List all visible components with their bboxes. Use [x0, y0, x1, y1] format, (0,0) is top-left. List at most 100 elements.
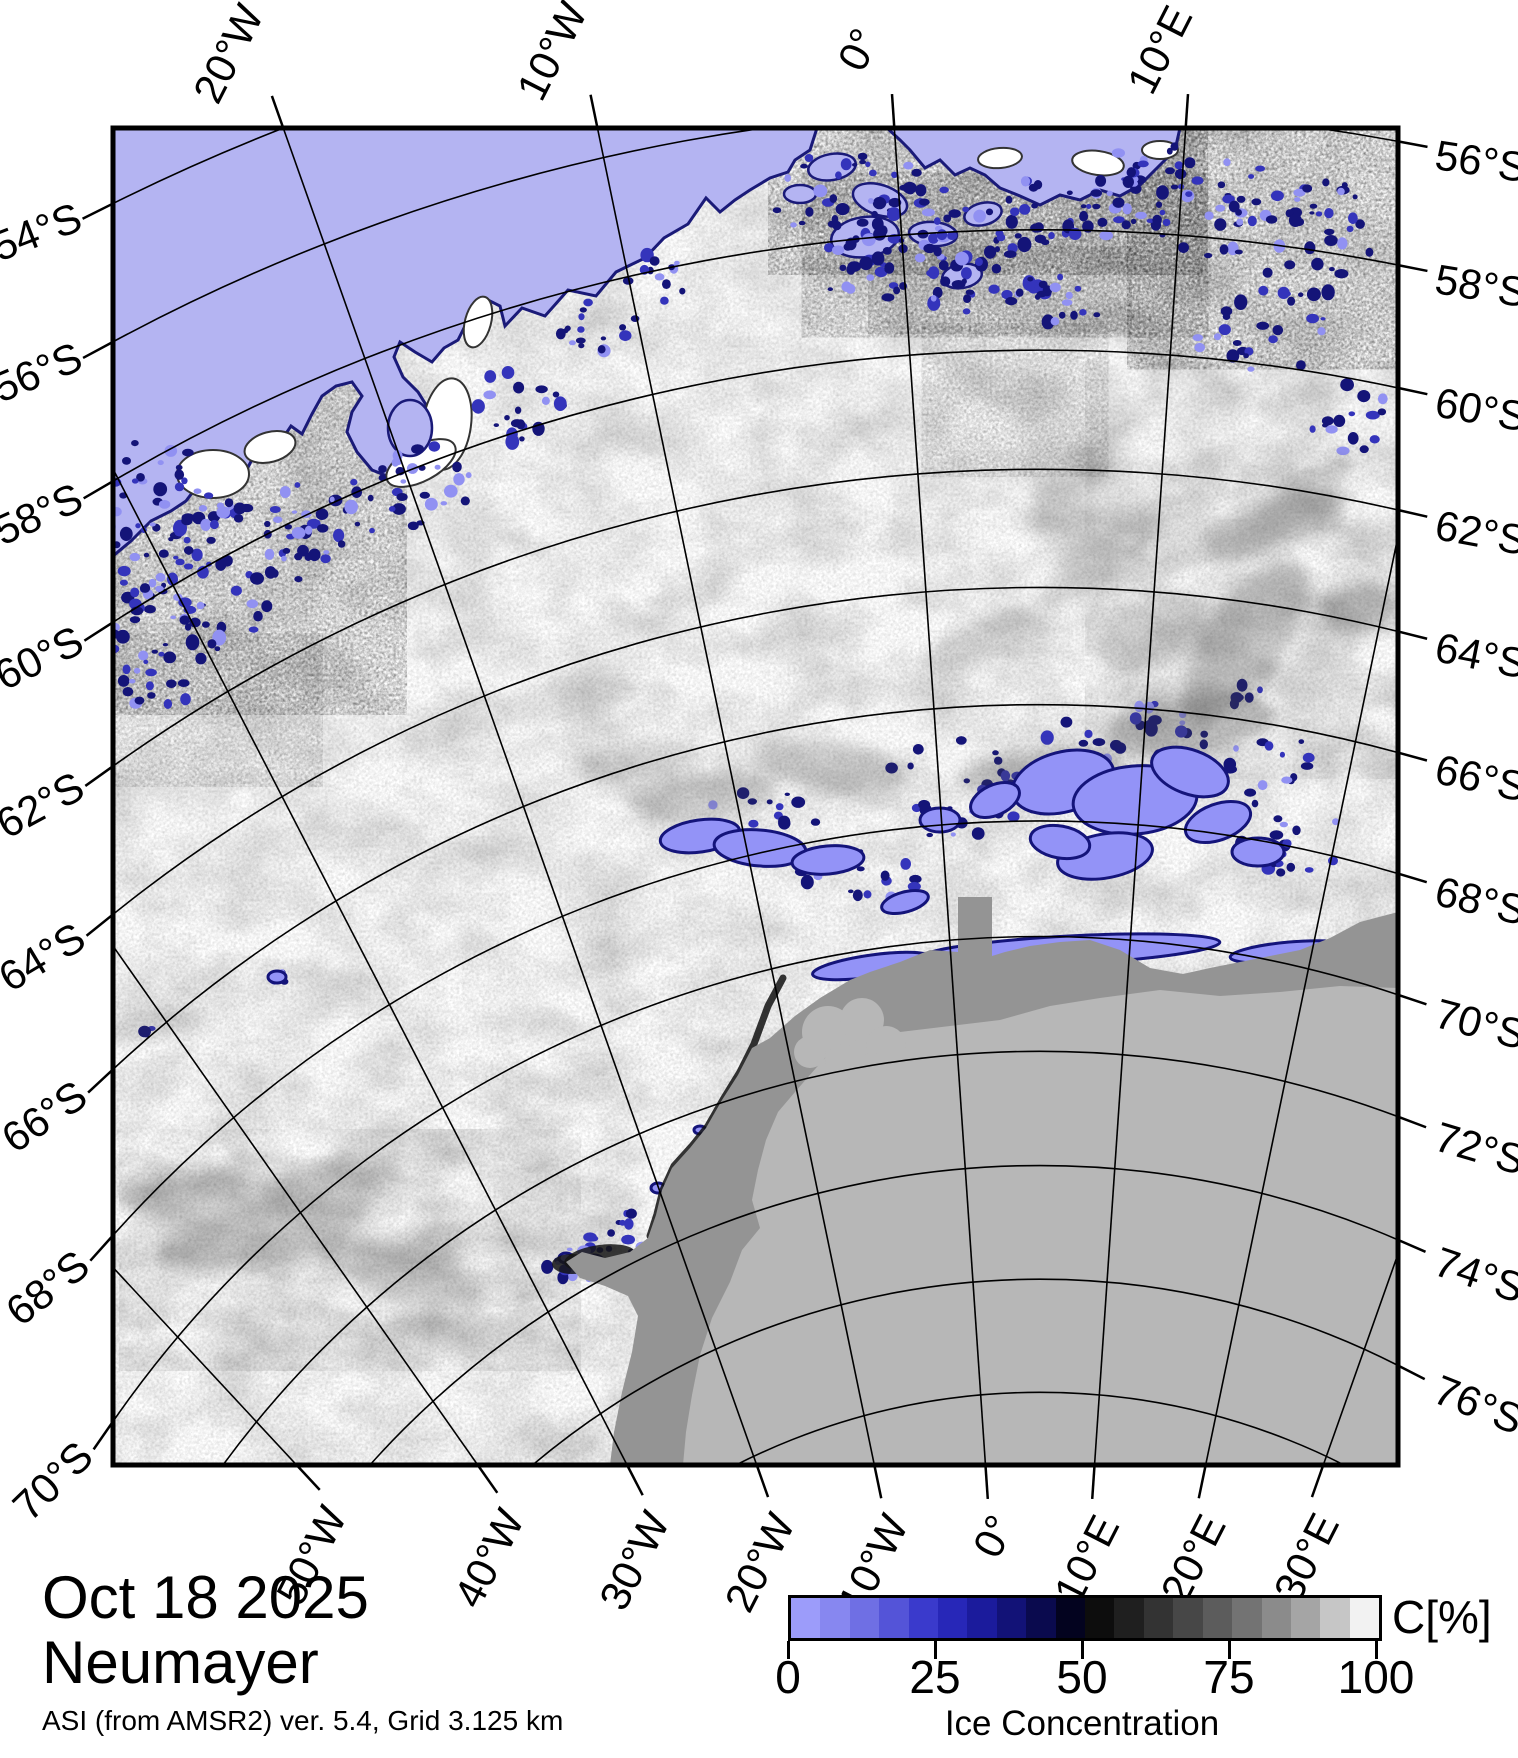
miz-dot	[1028, 183, 1039, 192]
miz-dot	[174, 482, 185, 492]
miz-dot	[233, 514, 244, 523]
miz-dot	[784, 174, 791, 182]
miz-dot	[131, 478, 139, 484]
miz-dot	[465, 472, 472, 479]
lat-tick-left	[82, 340, 114, 360]
miz-dot	[829, 194, 838, 203]
miz-dot	[1236, 195, 1246, 203]
miz-dot	[624, 1218, 634, 1230]
miz-dot	[158, 651, 165, 657]
lat-label-left: 54°S	[0, 193, 88, 270]
miz-dot	[939, 186, 949, 194]
miz-dot	[1284, 260, 1296, 270]
miz-dot	[1015, 288, 1024, 297]
miz-dot	[1080, 204, 1087, 209]
miz-dot	[151, 649, 158, 654]
miz-dot	[984, 245, 997, 259]
miz-dot	[1332, 818, 1340, 826]
ice-smudge	[1020, 373, 1120, 607]
miz-dot	[1038, 280, 1048, 289]
lat-label-left: 58°S	[0, 474, 89, 555]
miz-dot	[323, 550, 330, 555]
miz-dot	[961, 267, 972, 280]
miz-dot	[163, 699, 173, 709]
miz-dot	[1281, 776, 1293, 784]
miz-dot	[766, 799, 773, 805]
miz-dot	[1034, 234, 1047, 244]
miz-dot	[350, 478, 358, 486]
miz-dot	[662, 279, 671, 289]
miz-dot	[1079, 309, 1087, 316]
lat-label-left: 64°S	[0, 913, 93, 1001]
miz-dot	[1244, 788, 1257, 797]
lat-label-left: 60°S	[0, 617, 90, 700]
miz-dot	[1352, 194, 1358, 200]
miz-dot	[122, 664, 131, 675]
miz-dot	[103, 545, 111, 553]
miz-dot	[1347, 432, 1359, 445]
miz-dot	[1285, 291, 1291, 297]
miz-dot	[832, 245, 845, 255]
miz-dot	[857, 152, 868, 161]
miz-dot	[193, 488, 202, 495]
miz-dot	[784, 792, 790, 796]
lon-label-bottom: 30°E	[1265, 1506, 1348, 1609]
miz-dot	[1082, 220, 1094, 233]
miz-dot	[1092, 203, 1101, 210]
lat-tick-left	[85, 913, 114, 937]
miz-dot	[1234, 249, 1243, 255]
miz-dot	[660, 296, 669, 305]
colorbar-caption: Ice Concentration	[944, 1704, 1220, 1743]
miz-dot	[315, 508, 329, 520]
miz-dot	[1324, 228, 1335, 236]
date-label: Oct 18 2025	[42, 1564, 369, 1631]
colorbar-tick	[1227, 1641, 1231, 1659]
miz-dot	[133, 667, 141, 674]
miz-dot	[798, 220, 806, 226]
miz-dot	[1296, 360, 1306, 371]
miz-dot	[1090, 189, 1102, 197]
miz-dot	[1377, 408, 1387, 416]
miz-dot	[1279, 821, 1288, 828]
miz-dot	[501, 366, 515, 379]
lon-tick-bottom	[625, 1464, 644, 1496]
meridian-line	[596, 128, 876, 1465]
miz-dot	[1017, 236, 1032, 253]
miz-dot	[333, 528, 345, 543]
miz-dot	[1298, 739, 1305, 744]
miz-dot	[852, 889, 863, 902]
map-frame	[110, 125, 1401, 1468]
miz-dot	[911, 168, 922, 177]
miz-dot	[131, 440, 139, 447]
miz-dot	[813, 184, 828, 198]
miz-dot	[1228, 200, 1240, 213]
colorbar-tick-label: 0	[775, 1651, 801, 1703]
miz-dot	[907, 881, 921, 891]
miz-dot	[1170, 142, 1179, 151]
miz-dot	[1251, 198, 1262, 206]
miz-dot	[354, 521, 361, 527]
lon-tick-bottom	[873, 1464, 883, 1499]
miz-dot	[1317, 327, 1326, 336]
lat-label-right: 60°S	[1432, 379, 1518, 441]
miz-dot	[1300, 762, 1314, 770]
parallel-line	[113, 820, 1398, 1238]
miz-dot	[1302, 184, 1313, 193]
miz-dot	[460, 496, 470, 506]
miz-dot	[852, 163, 858, 167]
miz-dot	[839, 264, 847, 271]
miz-dot	[1130, 218, 1137, 225]
miz-dot	[577, 326, 585, 333]
miz-dot	[117, 675, 130, 687]
miz-dot	[148, 578, 157, 588]
ice-smudge	[123, 1172, 247, 1218]
colorbar-step	[938, 1598, 968, 1638]
miz-dot	[189, 617, 201, 628]
miz-dot	[271, 569, 279, 578]
miz-dot	[927, 295, 941, 311]
miz-dot	[294, 576, 303, 583]
miz-dot	[1304, 867, 1314, 873]
miz-dot	[589, 1235, 599, 1242]
miz-dot	[233, 502, 246, 515]
